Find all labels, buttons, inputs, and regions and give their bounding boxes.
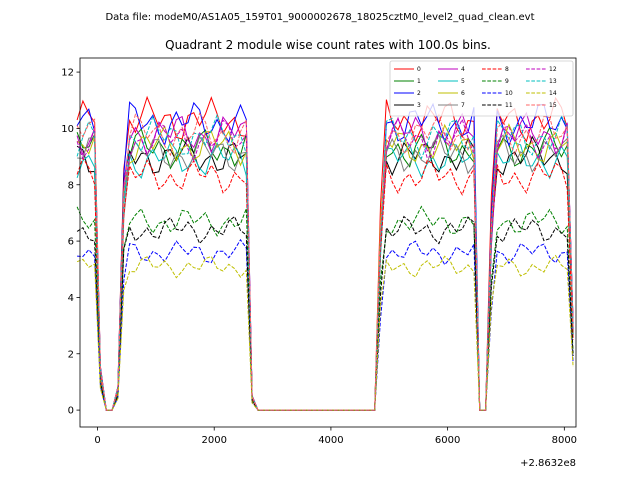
y-tick-label: 4 bbox=[68, 293, 74, 304]
y-tick-label: 10 bbox=[61, 124, 74, 135]
legend-label-7: 7 bbox=[461, 102, 465, 109]
axes-frame bbox=[79, 57, 577, 428]
legend-label-1: 1 bbox=[417, 78, 421, 85]
y-tick-label: 8 bbox=[68, 180, 74, 191]
x-tick-label: 6000 bbox=[435, 435, 460, 446]
legend-label-3: 3 bbox=[417, 102, 421, 109]
legend-label-10: 10 bbox=[505, 90, 513, 97]
series-10-line bbox=[77, 238, 574, 411]
legend-box bbox=[389, 60, 574, 117]
legend-label-11: 11 bbox=[505, 102, 513, 109]
y-axis: 0 2 4 6 8 10 12 bbox=[61, 68, 80, 417]
legend-label-5: 5 bbox=[461, 78, 465, 85]
legend-label-6: 6 bbox=[461, 90, 465, 97]
x-tick-label: 2000 bbox=[201, 435, 226, 446]
x-tick-label: 0 bbox=[94, 435, 100, 446]
legend-label-2: 2 bbox=[417, 90, 421, 97]
legend-label-15: 15 bbox=[549, 102, 557, 109]
chart-title: Quadrant 2 module wise count rates with … bbox=[165, 38, 491, 52]
legend-label-4: 4 bbox=[461, 66, 465, 73]
legend-label-14: 14 bbox=[549, 90, 557, 97]
legend-label-9: 9 bbox=[505, 78, 509, 85]
series-9-line bbox=[76, 205, 574, 411]
legend-label-8: 8 bbox=[505, 66, 509, 73]
series-group bbox=[76, 95, 574, 411]
y-tick-label: 0 bbox=[68, 406, 74, 417]
series-14-line bbox=[76, 254, 574, 411]
series-15-line bbox=[76, 112, 574, 411]
x-axis: 0 2000 4000 6000 8000 bbox=[94, 427, 577, 446]
x-tick-label: 4000 bbox=[318, 435, 343, 446]
x-tick-label: 8000 bbox=[552, 435, 577, 446]
y-tick-label: 2 bbox=[68, 349, 74, 360]
legend-label-13: 13 bbox=[549, 78, 557, 85]
legend-label-0: 0 bbox=[417, 66, 421, 73]
y-tick-label: 6 bbox=[68, 237, 74, 248]
figure-suptitle: Data file: modeM0/AS1A05_159T01_90000026… bbox=[105, 12, 534, 23]
x-offset-label: +2.8632e8 bbox=[520, 458, 576, 469]
y-tick-label: 12 bbox=[61, 68, 74, 79]
legend-label-12: 12 bbox=[549, 66, 557, 73]
